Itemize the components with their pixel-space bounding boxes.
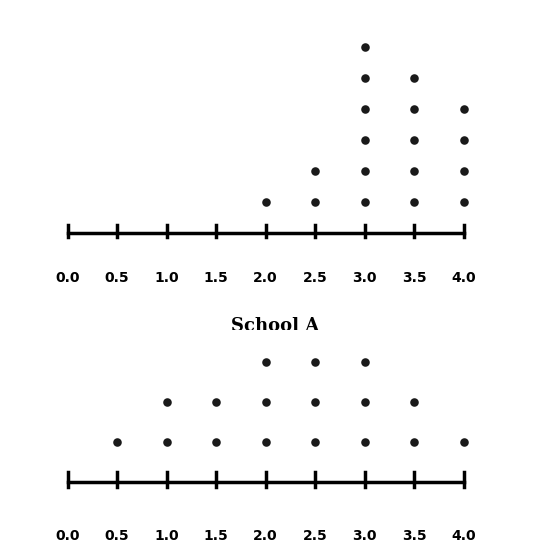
Point — [311, 167, 319, 175]
Point — [410, 167, 418, 175]
Point — [361, 74, 369, 82]
Point — [410, 74, 418, 82]
Point — [311, 398, 319, 406]
Point — [311, 438, 319, 447]
Point — [410, 438, 418, 447]
Point — [162, 438, 171, 447]
Point — [361, 42, 369, 51]
Point — [460, 167, 468, 175]
Point — [361, 135, 369, 144]
Text: School A: School A — [232, 317, 319, 336]
Point — [311, 358, 319, 366]
Point — [261, 358, 270, 366]
Point — [410, 135, 418, 144]
Point — [460, 438, 468, 447]
Point — [361, 197, 369, 206]
Point — [410, 104, 418, 113]
Point — [212, 438, 220, 447]
Point — [113, 438, 121, 447]
Point — [311, 197, 319, 206]
Point — [361, 358, 369, 366]
Point — [162, 398, 171, 406]
Point — [361, 398, 369, 406]
Point — [460, 104, 468, 113]
Point — [261, 438, 270, 447]
Point — [261, 398, 270, 406]
Point — [261, 197, 270, 206]
Point — [361, 104, 369, 113]
Point — [410, 398, 418, 406]
Point — [460, 135, 468, 144]
Point — [460, 197, 468, 206]
Point — [212, 398, 220, 406]
Point — [361, 438, 369, 447]
Point — [361, 167, 369, 175]
Point — [410, 197, 418, 206]
